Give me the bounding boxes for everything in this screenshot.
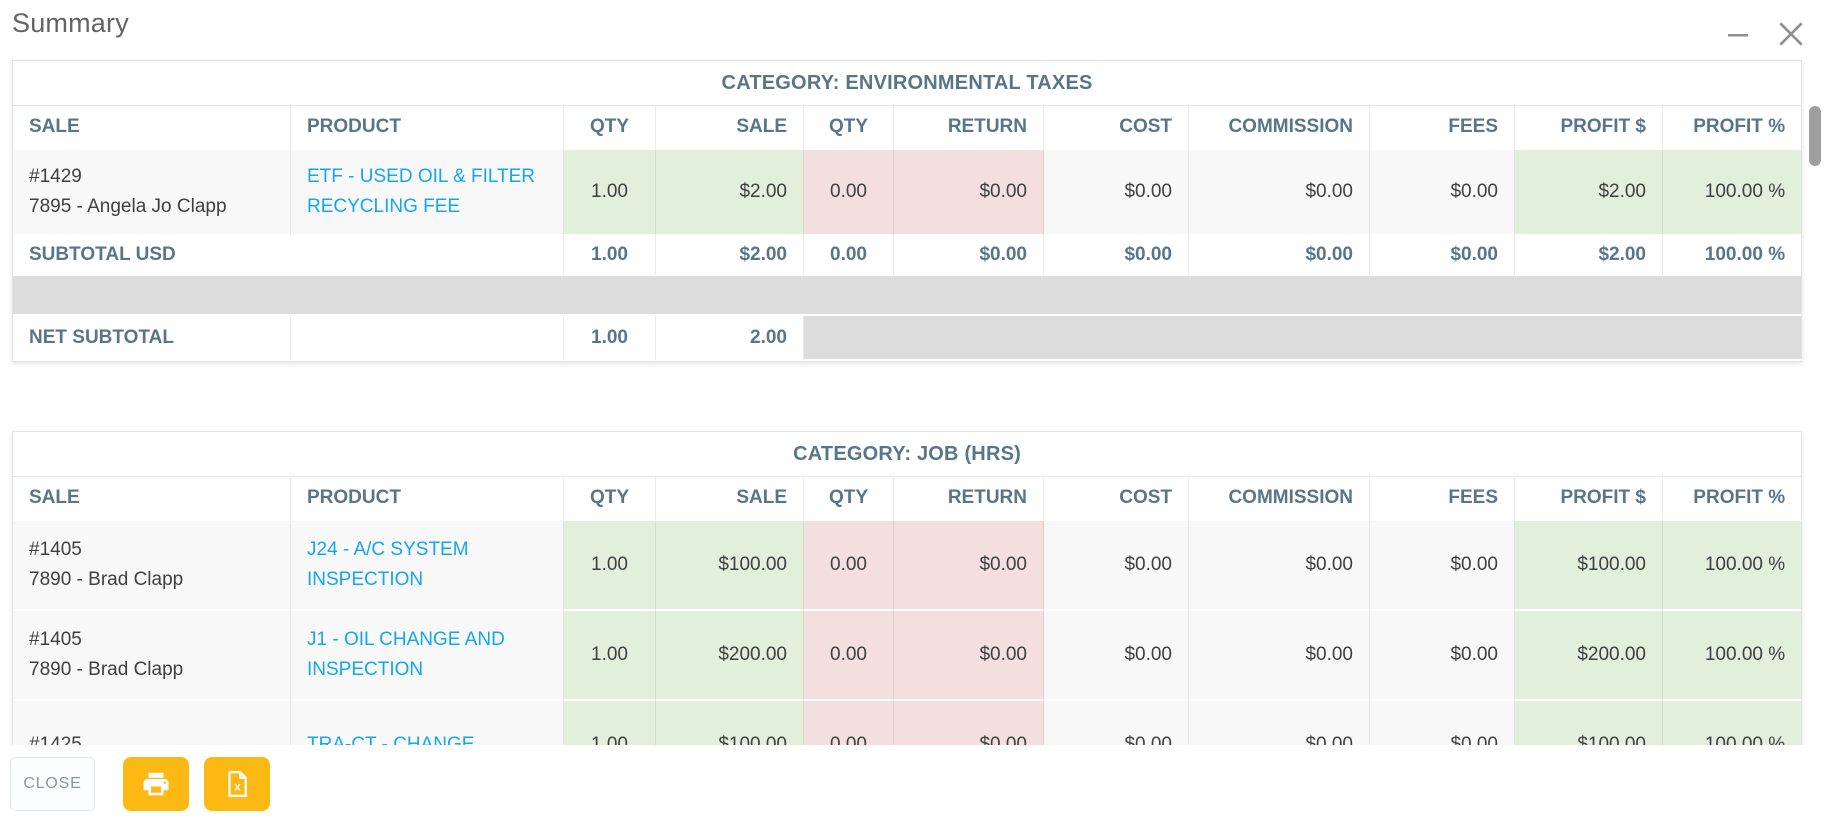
col-return-amount: RETURN — [894, 106, 1044, 150]
dialog-title: Summary — [12, 8, 129, 38]
table-row: #1429 7895 - Angela Jo Clapp ETF - USED … — [13, 150, 1802, 236]
commission-cell: $0.00 — [1189, 150, 1370, 236]
qty-cell: 1.00 — [564, 150, 656, 236]
cost-cell: $0.00 — [1044, 150, 1189, 236]
minimize-icon[interactable] — [1723, 19, 1753, 49]
net-subtotal-label: NET SUBTOTAL — [13, 316, 291, 361]
sale-number: #1405 — [29, 539, 82, 560]
customer-name: 7895 - Angela Jo Clapp — [29, 196, 227, 217]
close-button[interactable]: CLOSE — [10, 757, 95, 811]
sale-cell: #1405 7890 - Brad Clapp — [13, 611, 291, 701]
profit-dollars-cell: $2.00 — [1515, 150, 1663, 236]
product-cell: ETF - USED OIL & FILTER RECYCLING FEE — [291, 150, 564, 236]
product-cell: J1 - OIL CHANGE AND INSPECTION — [291, 611, 564, 701]
dialog-footer: CLOSE x — [0, 757, 1825, 811]
col-sale-amount: SALE — [656, 106, 804, 150]
sale-amount-cell: $2.00 — [656, 150, 804, 236]
return-amount-cell: $0.00 — [894, 150, 1044, 236]
col-product: PRODUCT — [291, 106, 564, 150]
table-row: #1405 7890 - Brad Clapp J1 - OIL CHANGE … — [13, 611, 1802, 701]
col-sale: SALE — [13, 106, 291, 150]
product-link[interactable]: J1 - OIL CHANGE AND INSPECTION — [307, 629, 505, 680]
product-cell: TRA-CT - CHANGE — [291, 701, 564, 745]
dialog-header: Summary — [0, 0, 1825, 50]
col-commission: COMMISSION — [1189, 106, 1370, 150]
printer-icon — [141, 769, 171, 799]
svg-text:x: x — [234, 780, 241, 794]
spacer-row — [13, 276, 1802, 316]
product-cell: J24 - A/C SYSTEM INSPECTION — [291, 521, 564, 611]
subtotal-label: SUBTOTAL USD — [13, 236, 564, 276]
category-header: CATEGORY: JOB (HRS) — [13, 432, 1802, 477]
customer-name: 7890 - Brad Clapp — [29, 659, 184, 680]
category-table-environmental-taxes: CATEGORY: ENVIRONMENTAL TAXES SALE PRODU… — [12, 60, 1803, 362]
sale-cell: #1425 — [13, 701, 291, 745]
excel-file-icon: x — [222, 769, 252, 799]
category-table-job-hrs: CATEGORY: JOB (HRS) SALE PRODUCT QTY SAL… — [12, 431, 1803, 745]
product-link[interactable]: TRA-CT - CHANGE — [307, 734, 475, 745]
return-qty-cell: 0.00 — [804, 150, 894, 236]
print-button[interactable] — [123, 757, 189, 811]
profit-percent-cell: 100.00 % — [1663, 150, 1802, 236]
sale-number: #1429 — [29, 166, 82, 187]
vertical-scrollbar[interactable] — [1808, 50, 1822, 745]
table-row: #1425 TRA-CT - CHANGE 1.00 $100.00 0.00 … — [13, 701, 1802, 745]
sale-cell: #1405 7890 - Brad Clapp — [13, 521, 291, 611]
subtotal-row: SUBTOTAL USD 1.00 $2.00 0.00 $0.00 $0.00… — [13, 236, 1802, 276]
customer-name: 7890 - Brad Clapp — [29, 569, 184, 590]
column-header-row: SALE PRODUCT QTY SALE QTY RETURN COST CO… — [13, 106, 1802, 150]
net-subtotal-row: NET SUBTOTAL 1.00 2.00 — [13, 316, 1802, 361]
col-cost: COST — [1044, 106, 1189, 150]
col-fees: FEES — [1370, 106, 1515, 150]
category-header: CATEGORY: ENVIRONMENTAL TAXES — [13, 61, 1802, 106]
export-excel-button[interactable]: x — [204, 757, 270, 811]
col-qty-returned: QTY — [804, 106, 894, 150]
fees-cell: $0.00 — [1370, 150, 1515, 236]
sale-cell: #1429 7895 - Angela Jo Clapp — [13, 150, 291, 236]
net-subtotal-gray-area — [804, 316, 1802, 361]
col-profit-dollars: PROFIT $ — [1515, 106, 1663, 150]
window-controls — [1723, 18, 1807, 50]
product-link[interactable]: ETF - USED OIL & FILTER RECYCLING FEE — [307, 166, 536, 217]
close-icon[interactable] — [1775, 18, 1807, 50]
table-row: #1405 7890 - Brad Clapp J24 - A/C SYSTEM… — [13, 521, 1802, 611]
scrollbar-thumb[interactable] — [1809, 106, 1821, 166]
sale-number: #1425 — [29, 734, 82, 745]
col-profit-percent: PROFIT % — [1663, 106, 1802, 150]
summary-scroll-area: CATEGORY: ENVIRONMENTAL TAXES SALE PRODU… — [0, 50, 1825, 745]
sale-number: #1405 — [29, 629, 82, 650]
column-header-row: SALE PRODUCT QTY SALE QTY RETURN COST CO… — [13, 477, 1802, 521]
product-link[interactable]: J24 - A/C SYSTEM INSPECTION — [307, 539, 469, 590]
col-qty-sold: QTY — [564, 106, 656, 150]
